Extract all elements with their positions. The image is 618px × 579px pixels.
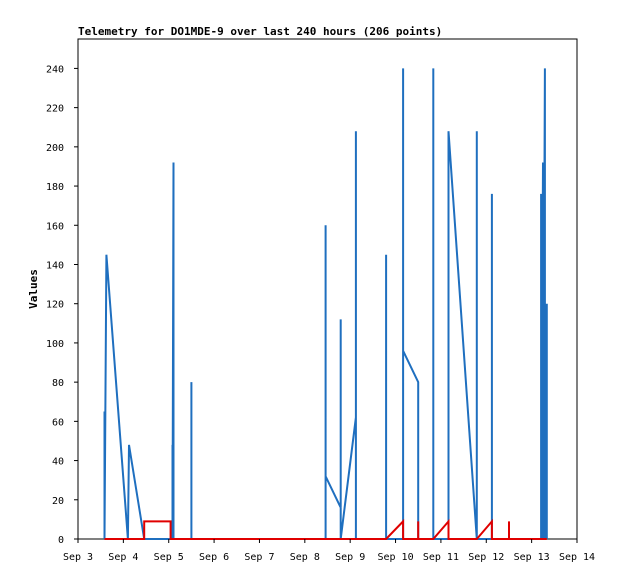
x-tick-label: Sep 8 — [290, 552, 320, 563]
x-tick-label: Sep 14 — [559, 552, 595, 563]
y-tick-label: 180 — [46, 182, 64, 193]
y-tick-label: 0 — [58, 535, 64, 546]
y-tick-label: 80 — [52, 378, 64, 389]
y-tick-label: 140 — [46, 260, 64, 271]
x-tick-label: Sep 13 — [514, 552, 550, 563]
y-tick-label: 120 — [46, 300, 64, 311]
series-layer — [103, 68, 548, 540]
x-tick-label: Sep 4 — [108, 552, 138, 563]
x-axis: Sep 3 Sep 4 Sep 5 Sep 6 Sep 7 Sep 8 Sep 9 Sep 1… — [63, 539, 595, 563]
y-tick-label: 160 — [46, 221, 64, 232]
y-tick-label: 220 — [46, 104, 64, 115]
x-tick-label: Sep 3 — [63, 552, 93, 563]
y-tick-label: 240 — [46, 64, 64, 75]
x-tick-label: Sep 12 — [468, 552, 504, 563]
y-tick-label: 40 — [52, 457, 64, 468]
y-tick-label: 200 — [46, 143, 64, 154]
x-tick-label: Sep 5 — [154, 552, 184, 563]
chart-title: Telemetry for DO1MDE-9 over last 240 hou… — [78, 25, 442, 38]
y-tick-label: 100 — [46, 339, 64, 350]
y-axis: 0 20 40 60 80 100 120 140 160 180 200 220 240 — [46, 64, 78, 546]
x-tick-label: Sep 10 — [377, 552, 413, 563]
x-tick-label: Sep 7 — [244, 552, 274, 563]
series-line-2 — [104, 518, 547, 540]
x-tick-label: Sep 6 — [199, 552, 229, 563]
y-tick-label: 60 — [52, 417, 64, 428]
y-tick-label: 20 — [52, 496, 64, 507]
y-axis-label: Values — [27, 269, 40, 309]
x-tick-label: Sep 11 — [423, 552, 459, 563]
x-tick-label: Sep 9 — [335, 552, 365, 563]
